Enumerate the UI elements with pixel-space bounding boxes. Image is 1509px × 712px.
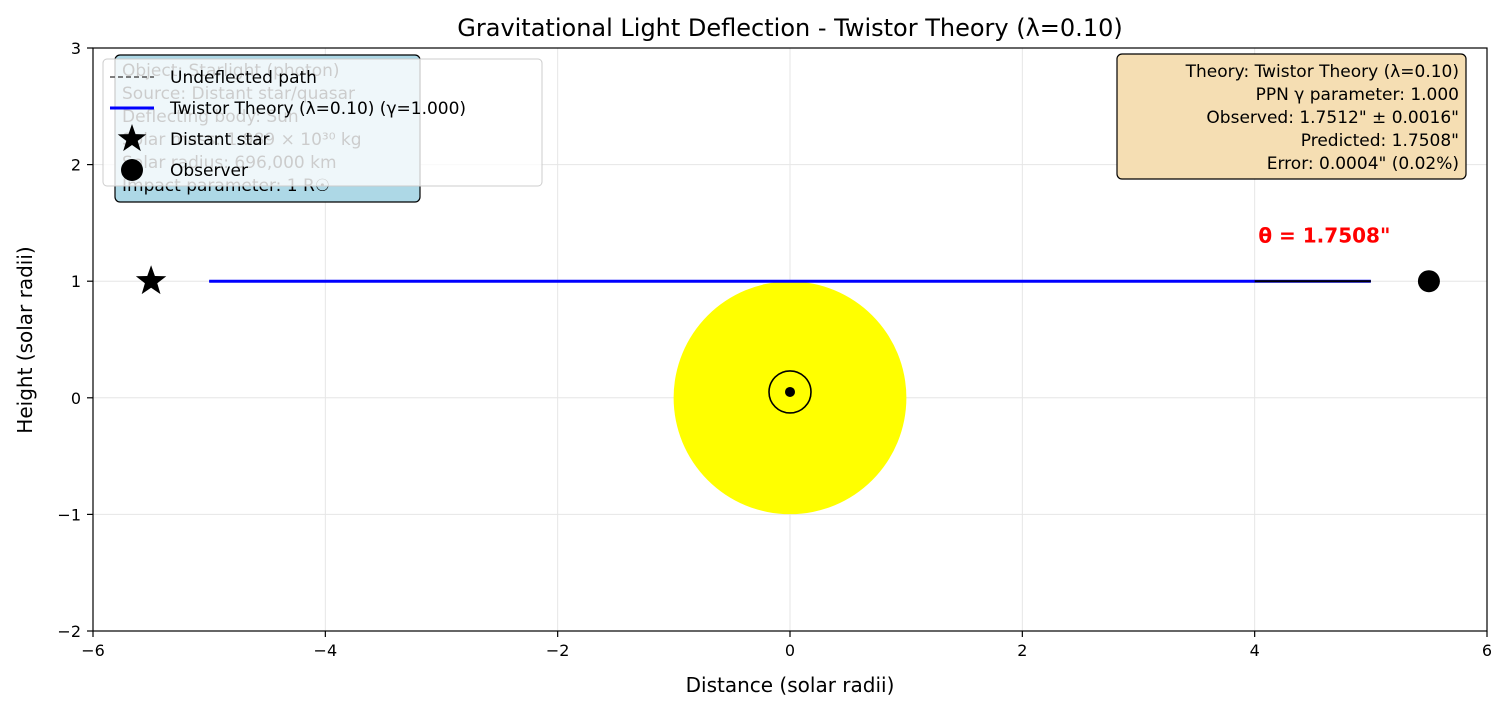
info-box-right-line: Error: 0.0004" (0.02%) [1267,154,1459,174]
y-tick-label: −1 [57,505,81,524]
sun-symbol-dot [785,386,795,397]
legend-star-icon [117,124,147,152]
distant-star-icon [135,265,167,295]
x-tick-label: −2 [546,641,570,660]
info-box-right: Theory: Twistor Theory (λ=0.10) PPN γ par… [1116,53,1467,180]
axis-ticks: −6 −4 −2 0 2 4 6 −2 −1 0 1 2 3 [57,39,1492,660]
sun-disk [673,281,907,515]
x-tick-label: −6 [81,641,105,660]
legend-label: Distant star [170,130,270,150]
chart-title: Gravitational Light Deflection - Twistor… [457,14,1122,42]
legend-circle-icon [121,159,143,181]
x-tick-label: 0 [785,641,795,660]
x-tick-label: 4 [1250,641,1260,660]
marker-layer [135,265,1440,295]
info-box-right-line: Observed: 1.7512" ± 0.0016" [1206,108,1459,128]
legend: Undeflected path Twistor Theory (λ=0.10) … [102,58,543,187]
y-axis-label: Height (solar radii) [13,246,37,433]
legend-item: Twistor Theory (λ=0.10) (γ=1.000) [110,99,466,119]
x-axis-label: Distance (solar radii) [686,673,895,697]
legend-item: Undeflected path [110,68,317,88]
sun-symbol-icon [768,370,812,414]
info-box-right-line: Theory: Twistor Theory (λ=0.10) [1185,62,1459,82]
legend-label: Observer [170,161,248,181]
x-tick-label: 6 [1482,641,1492,660]
info-box-right-line: Predicted: 1.7508" [1301,131,1459,151]
y-tick-label: 3 [71,39,81,58]
legend-item: Distant star [117,124,270,152]
legend-label: Twistor Theory (λ=0.10) (γ=1.000) [169,99,466,119]
y-tick-label: 1 [71,272,81,291]
legend-item: Observer [121,159,248,181]
y-tick-label: 2 [71,156,81,175]
legend-background [102,58,543,187]
legend-label: Undeflected path [170,68,317,88]
deflection-angle-label: θ = 1.7508" [1258,223,1390,247]
observer-marker [1417,270,1440,293]
info-box-right-line: PPN γ parameter: 1.000 [1256,85,1459,105]
x-tick-label: −4 [314,641,338,660]
y-tick-label: 0 [71,389,81,408]
y-tick-label: −2 [57,622,81,641]
info-box-right-background [1116,53,1467,180]
x-tick-label: 2 [1017,641,1027,660]
sun-symbol-ring [768,370,812,414]
